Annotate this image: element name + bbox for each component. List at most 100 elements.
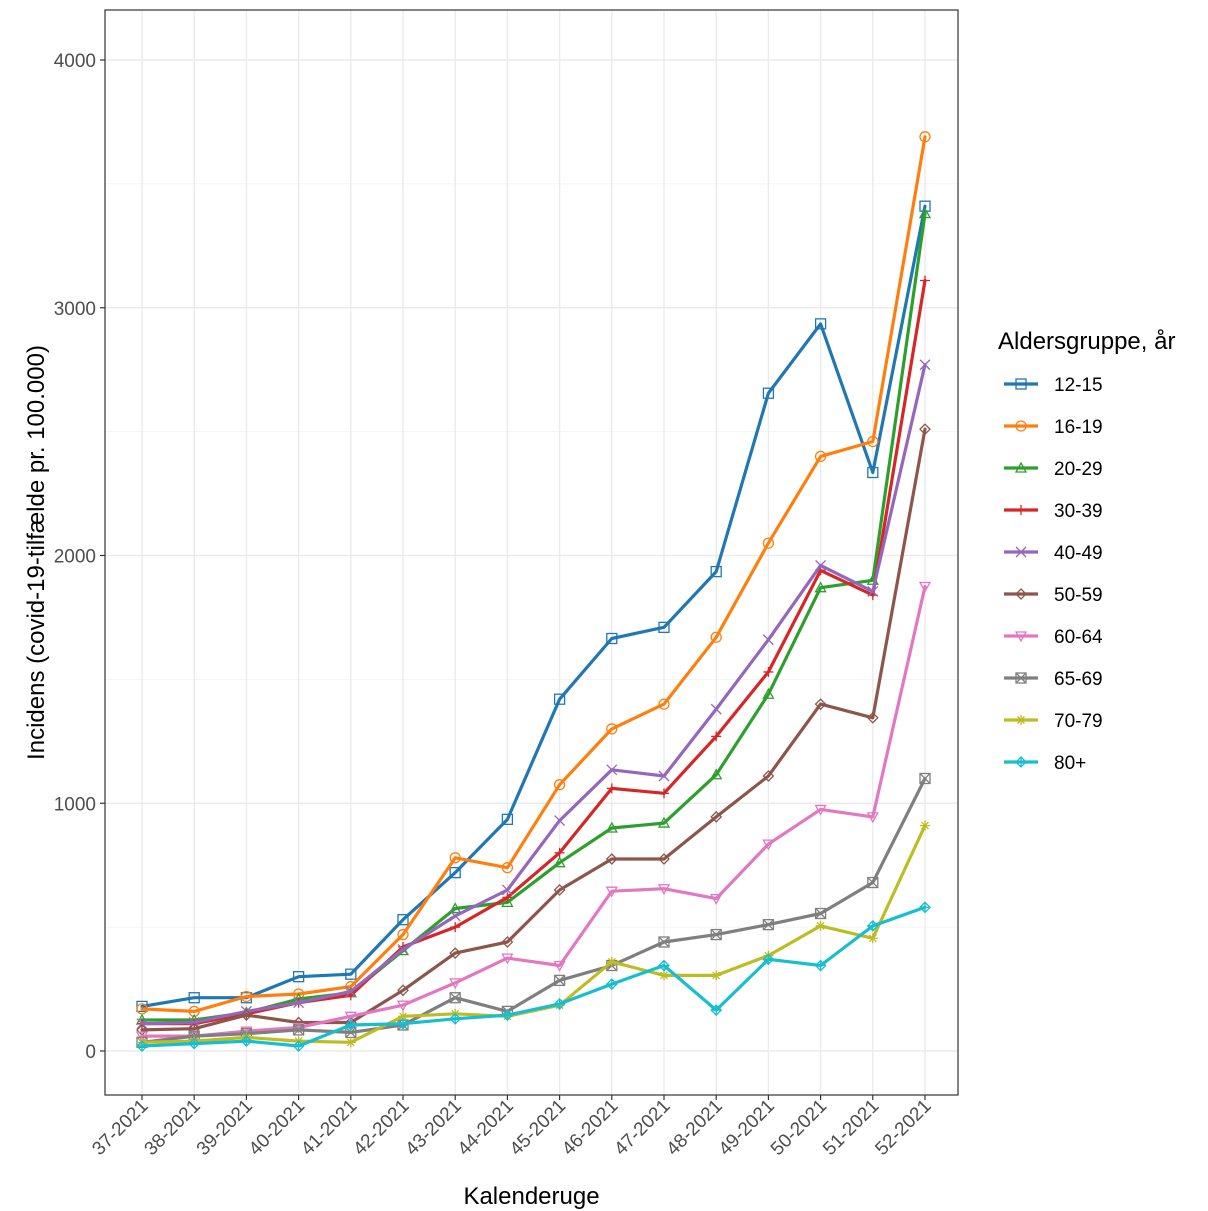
- series-line: [140, 776, 927, 1044]
- point-marker: [240, 1009, 253, 1021]
- point-marker: [814, 907, 827, 920]
- point-marker: [399, 1012, 407, 1021]
- point-marker: [762, 770, 775, 782]
- point-marker: [867, 877, 879, 888]
- point-marker: [867, 876, 879, 889]
- point-marker: [293, 997, 305, 1009]
- series-line: [140, 427, 927, 1032]
- legend-title: Aldersgruppe, år: [998, 328, 1175, 355]
- point-marker: [606, 723, 618, 735]
- point-marker: [919, 359, 931, 371]
- legend-label: 65-69: [1054, 669, 1103, 690]
- point-marker: [762, 918, 775, 931]
- point-marker: [397, 943, 409, 955]
- point-marker: [762, 687, 775, 699]
- point-marker: [867, 466, 879, 479]
- point-marker: [554, 815, 566, 827]
- point-marker: [762, 537, 775, 549]
- series-16-19: [136, 131, 931, 1018]
- x-tick-label: 52-2021: [871, 1096, 935, 1160]
- legend: Aldersgruppe, år 12-15 16-19 20-29 30-39 40-…: [998, 328, 1175, 774]
- point-marker: [1017, 716, 1025, 724]
- point-marker: [710, 768, 723, 780]
- point-marker: [918, 207, 932, 219]
- legend-item: 20-29: [1004, 459, 1103, 480]
- point-marker: [658, 853, 670, 865]
- legend-item: 80+: [1004, 753, 1086, 774]
- point-marker: [345, 1026, 357, 1038]
- point-marker: [919, 772, 931, 785]
- x-tick-label: 49-2021: [715, 1096, 779, 1160]
- point-marker: [1015, 588, 1027, 600]
- point-marker: [346, 1038, 355, 1047]
- legend-item: 70-79: [1004, 711, 1103, 732]
- point-marker: [762, 839, 775, 851]
- x-tick-label: 51-2021: [819, 1096, 883, 1160]
- point-marker: [345, 986, 357, 997]
- legend-label: 12-15: [1054, 375, 1103, 396]
- point-marker: [605, 821, 618, 833]
- point-marker: [344, 1011, 357, 1023]
- point-marker: [554, 974, 566, 986]
- point-marker: [657, 884, 671, 896]
- series-line: [140, 363, 927, 1026]
- legend-label: 20-29: [1054, 459, 1103, 480]
- point-marker: [710, 703, 722, 715]
- series-line: [140, 278, 927, 1026]
- point-marker: [658, 621, 670, 633]
- point-marker: [762, 387, 775, 399]
- point-marker: [710, 893, 723, 905]
- legend-label: 16-19: [1054, 417, 1103, 438]
- point-marker: [449, 852, 461, 864]
- point-marker: [1014, 461, 1028, 473]
- point-marker: [449, 978, 462, 990]
- x-tick-label: 47-2021: [610, 1096, 674, 1160]
- point-marker: [553, 884, 566, 896]
- x-tick-label: 38-2021: [141, 1096, 205, 1160]
- y-tick-label: 0: [85, 1042, 96, 1063]
- point-marker: [606, 632, 618, 645]
- point-marker: [919, 773, 931, 784]
- point-marker: [449, 902, 462, 914]
- point-marker: [501, 896, 514, 907]
- legend-item: 12-15: [1004, 375, 1103, 396]
- point-marker: [293, 1024, 305, 1036]
- point-marker: [607, 957, 616, 966]
- point-marker: [553, 693, 566, 705]
- point-marker: [553, 779, 566, 791]
- series-20-29: [135, 207, 932, 1025]
- point-marker: [762, 919, 774, 931]
- point-marker: [1015, 420, 1027, 432]
- point-marker: [292, 1024, 305, 1036]
- series-line: [140, 584, 927, 1038]
- point-marker: [501, 862, 514, 874]
- legend-label: 70-79: [1054, 711, 1103, 732]
- point-marker: [815, 559, 827, 571]
- x-tick-label: 44-2021: [454, 1096, 518, 1160]
- series-65-69: [136, 772, 931, 1048]
- point-marker: [658, 936, 670, 948]
- point-marker: [658, 936, 670, 948]
- point-marker: [501, 813, 514, 826]
- point-marker: [136, 1018, 148, 1030]
- series-lines: [135, 131, 932, 1052]
- point-marker: [710, 928, 722, 941]
- point-marker: [1015, 378, 1027, 390]
- legend-label: 50-59: [1054, 585, 1103, 606]
- point-marker: [814, 698, 827, 711]
- grid-lines: [105, 10, 958, 1095]
- point-marker: [188, 1017, 200, 1028]
- point-marker: [866, 711, 879, 724]
- point-marker: [710, 929, 722, 941]
- series-line: [140, 212, 927, 1022]
- y-tick-label: 4000: [54, 51, 96, 72]
- plot-panel-border: [104, 9, 959, 1096]
- point-marker: [866, 812, 879, 824]
- point-marker: [868, 934, 877, 943]
- legend-item: 30-39: [1004, 501, 1103, 522]
- x-tick-label: 40-2021: [245, 1096, 309, 1160]
- x-tick-label: 48-2021: [663, 1096, 727, 1160]
- x-tick-label: 43-2021: [402, 1096, 466, 1160]
- point-marker: [919, 423, 931, 436]
- point-marker: [867, 585, 879, 597]
